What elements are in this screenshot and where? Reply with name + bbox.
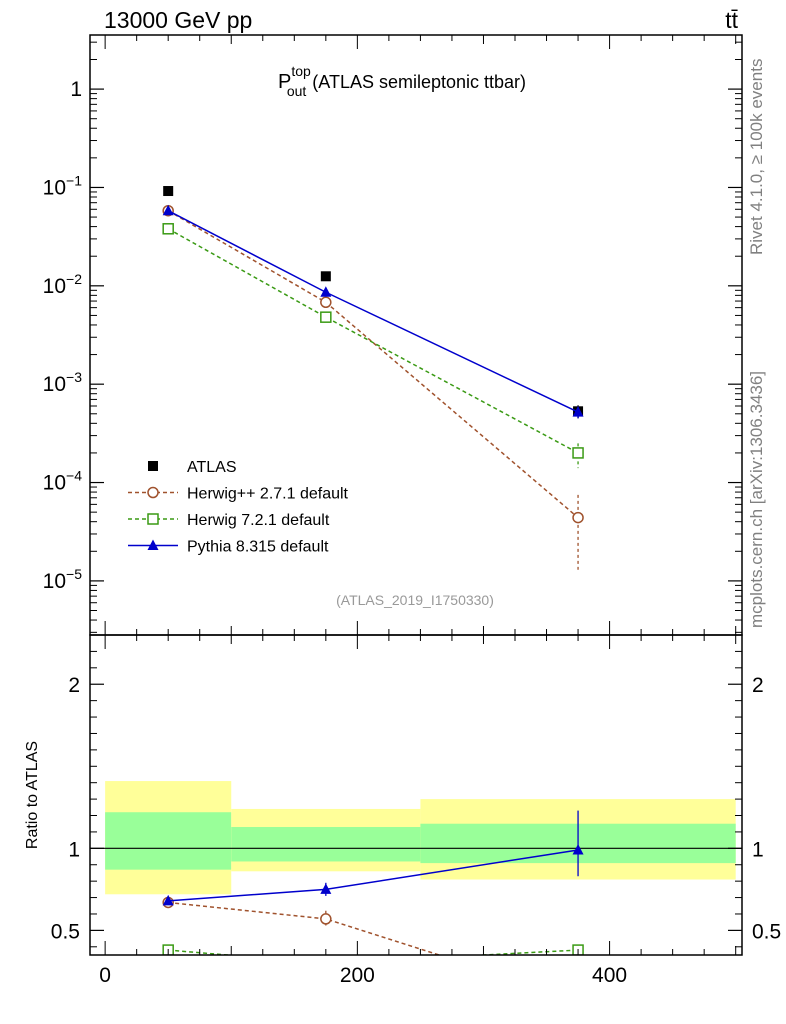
main-y-tick-base: 10: [43, 176, 66, 199]
legend-herwig7-marker: [147, 513, 159, 525]
main-herwig7-point: [572, 447, 584, 459]
main-y-tick-label: 1: [70, 78, 82, 101]
main-pythia-point: [162, 204, 174, 216]
ratio-y-tick-label-right: 2: [752, 674, 764, 697]
ratio-y-tick-label: 1: [68, 838, 80, 861]
main-y-tick-label: 10−2: [43, 271, 83, 298]
legend-pythia-marker: [147, 539, 159, 550]
ratio-uncertainty-band-inner: [231, 827, 421, 862]
main-title-symbol: P: [278, 71, 291, 93]
ratio-uncertainty-band-inner: [105, 812, 232, 870]
main-y-tick-label: 10−1: [43, 172, 83, 199]
main-herwig7-point: [162, 223, 174, 235]
ratio-y-axis-label: Ratio to ATLAS: [24, 741, 41, 849]
legend-herwigpp-label: Herwig++ 2.7.1 default: [187, 486, 349, 503]
ratio-herwigpp-line: [168, 901, 442, 955]
ratio-x-tick-label: 0: [99, 964, 111, 987]
main-y-tick-base: 10: [43, 373, 66, 396]
main-y-tick-exponent: −5: [66, 566, 82, 582]
main-title-sup: top: [291, 63, 311, 79]
ratio-pythia-point: [320, 883, 332, 894]
main-y-tick-base: 10: [43, 570, 66, 593]
ratio-y-tick-label-right: 1: [752, 838, 764, 861]
legend-herwigpp-marker: [147, 486, 159, 499]
ratio-x-tick-label: 200: [340, 964, 375, 987]
legend-atlas-label: ATLAS: [187, 459, 237, 476]
main-data-layer: [162, 186, 584, 570]
ratio-data-layer: [90, 781, 742, 955]
main-y-tick-base: 1: [70, 78, 82, 101]
ratio-pythia-point: [162, 894, 174, 906]
ratio-ticks: 2 2 1 1 0.5 0.5 0 200 400: [51, 635, 781, 987]
process-label: tt̄: [725, 7, 738, 33]
ratio-plot-frame: [89, 634, 743, 956]
legend-herwig7-label: Herwig 7.2.1 default: [187, 512, 330, 529]
rivet-version-label: Rivet 4.1.0, ≥ 100k events: [747, 59, 766, 255]
main-y-tick-exponent: −4: [66, 468, 82, 484]
ratio-plot: 2 2 1 1 0.5 0.5 0 200 400 Ratio to ATLAS: [24, 634, 781, 987]
legend: ATLAS Herwig++ 2.7.1 default Herwig 7.2.1 …: [128, 459, 349, 556]
mcplots-label: mcplots.cern.ch [arXiv:1306.3436]: [747, 371, 766, 628]
legend-pythia-label: Pythia 8.315 default: [187, 539, 329, 556]
main-y-tick-label: 10−3: [43, 369, 83, 396]
ratio-x-tick-label: 400: [592, 964, 627, 987]
main-atlas-point: [320, 271, 331, 282]
main-y-tick-label: 10−4: [43, 468, 83, 495]
ratio-y-tick-label: 0.5: [51, 920, 80, 943]
ratio-y-tick-label-right: 0.5: [752, 920, 781, 943]
main-pythia-line: [167, 210, 579, 413]
ratio-herwigpp-point: [320, 913, 332, 925]
main-y-tick-label: 10−5: [43, 566, 83, 593]
main-title-suffix: (ATLAS semileptonic ttbar): [312, 72, 526, 92]
main-y-tick-exponent: −1: [66, 172, 82, 188]
main-title: Ptop out (ATLAS semileptonic ttbar): [278, 63, 526, 99]
main-y-tick-base: 10: [43, 472, 66, 495]
main-y-tick-exponent: −2: [66, 271, 82, 287]
main-herwig7-point: [320, 311, 332, 323]
ratio-pythia-point: [572, 843, 584, 855]
main-y-tick-exponent: −3: [66, 369, 82, 385]
legend-atlas-marker: [148, 461, 158, 471]
main-pythia-point: [572, 406, 584, 417]
main-y-tick-base: 10: [43, 275, 66, 298]
main-atlas-point: [163, 186, 174, 197]
main-herwigpp-point: [572, 511, 584, 524]
main-plot: 110−110−210−310−410−5 Ptop out (ATLAS semi…: [43, 34, 743, 636]
main-herwigpp-point: [320, 296, 332, 309]
main-ticks: 110−110−210−310−410−5: [43, 35, 742, 635]
collision-label: 13000 GeV pp: [104, 7, 252, 33]
analysis-watermark: (ATLAS_2019_I1750330): [336, 592, 494, 608]
main-title-sub: out: [287, 83, 307, 99]
main-herwig7-line: [167, 228, 579, 454]
main-pythia-point: [320, 286, 332, 297]
ratio-y-tick-label: 2: [68, 674, 80, 697]
ratio-herwig7-line: [168, 949, 579, 955]
